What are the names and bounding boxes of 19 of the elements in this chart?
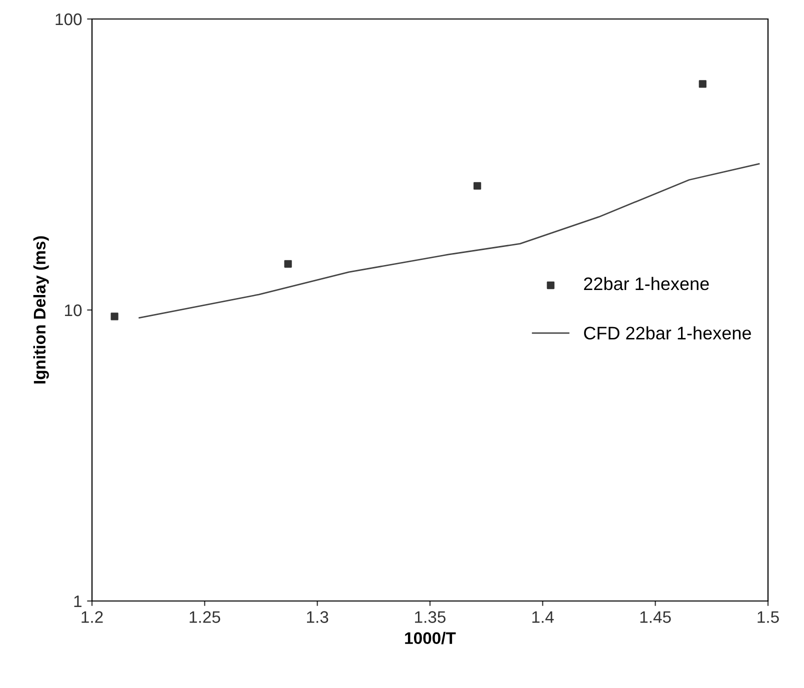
y-tick-label: 10 (65, 304, 82, 316)
point (284, 260, 292, 268)
y-axis-title: Ignition Delay (ms) (33, 236, 49, 384)
point (474, 182, 482, 190)
y-tick-label: 1 (74, 596, 82, 608)
x-axis-title: 1000/T (405, 632, 456, 644)
x-tick-label: 1.25 (190, 611, 220, 623)
legend-label: CFD 22bar 1-hexene (584, 326, 751, 340)
y-tick-label: 100 (56, 13, 82, 26)
legend-label: 22bar 1-hexene (584, 276, 709, 290)
x-tick-label: 1.3 (307, 611, 328, 623)
line-series (138, 163, 760, 319)
x-tick-label: 1.4 (532, 611, 554, 623)
x-tick-label: 1.35 (415, 611, 446, 623)
x-tick-label: 1.45 (640, 611, 671, 623)
x-tick-label: 1.5 (758, 611, 779, 623)
point (698, 80, 706, 88)
x-tick-label: 1.2 (82, 611, 103, 623)
point (110, 312, 118, 320)
